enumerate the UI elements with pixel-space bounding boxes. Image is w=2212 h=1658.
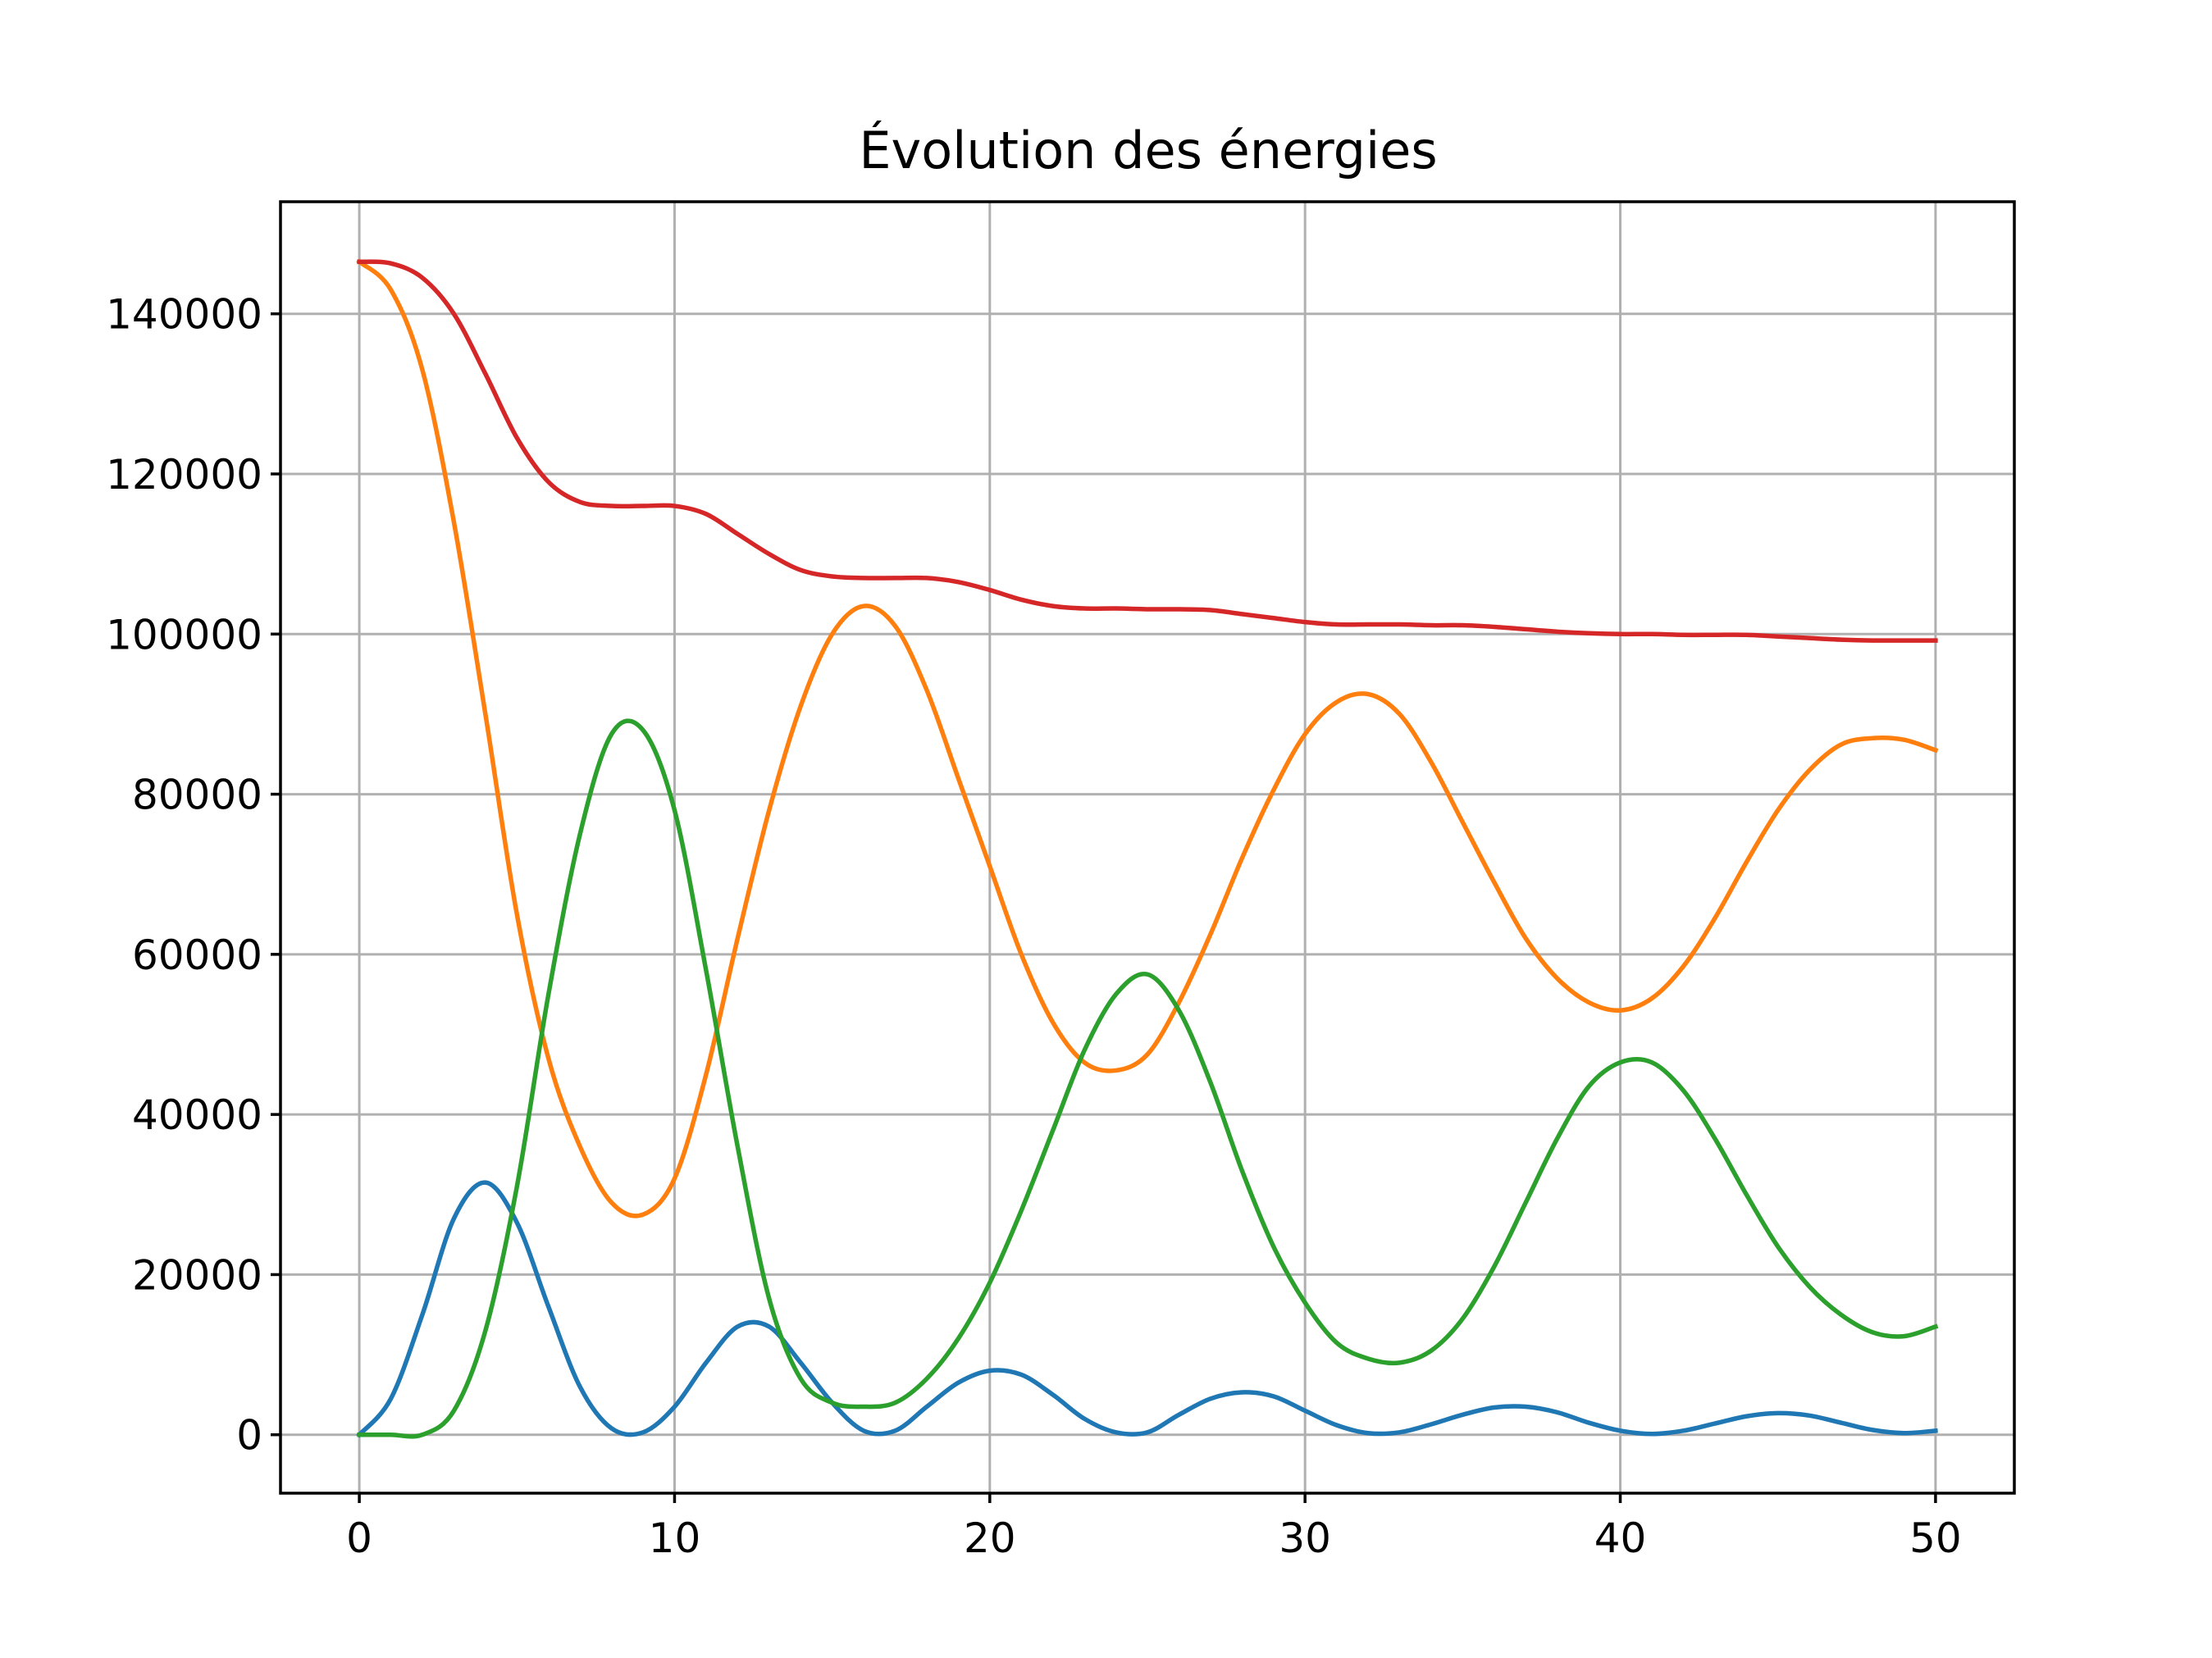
series-line-4 xyxy=(357,259,1938,643)
x-tick-label-4: 40 xyxy=(1594,1515,1647,1562)
x-tick-label-5: 50 xyxy=(1909,1515,1962,1562)
x-tick-label-1: 10 xyxy=(649,1515,701,1562)
series-line-1 xyxy=(356,1180,1938,1438)
y-tick-label-6: 120000 xyxy=(106,451,262,499)
y-tick-label-5: 100000 xyxy=(106,611,262,658)
grid-lines xyxy=(280,202,2014,1493)
y-tick-label-2: 40000 xyxy=(132,1091,262,1139)
y-tick-label-4: 80000 xyxy=(132,772,262,819)
plot-frame xyxy=(279,200,2016,1495)
axes: 0 10 20 30 40 50 0 20000 40000 60000 80000 100000 12… xyxy=(106,291,1962,1562)
x-tick-label-0: 0 xyxy=(346,1515,372,1562)
y-tick-label-3: 60000 xyxy=(132,931,262,979)
y-tick-label-7: 140000 xyxy=(106,291,262,339)
chart-title: Évolution des énergies xyxy=(859,121,1437,180)
series-line-2 xyxy=(356,258,1939,1218)
plot-area xyxy=(356,258,1939,1439)
x-tick-label-2: 20 xyxy=(964,1515,1016,1562)
series-line-3 xyxy=(357,718,1939,1439)
x-tick-label-3: 30 xyxy=(1279,1515,1331,1562)
y-tick-label-1: 20000 xyxy=(132,1251,262,1299)
y-tick-label-0: 0 xyxy=(236,1412,262,1460)
